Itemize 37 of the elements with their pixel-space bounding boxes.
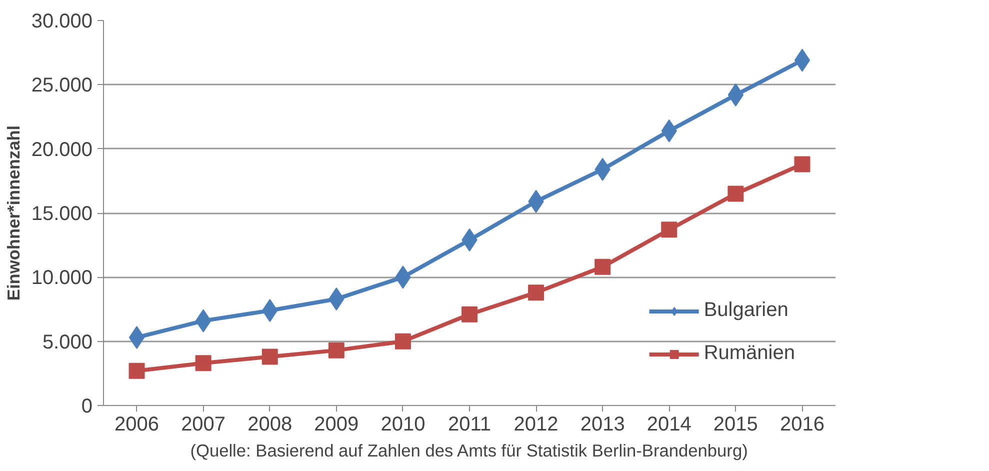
x-tick-label: 2012 [514, 414, 558, 436]
x-tick-label: 2010 [380, 414, 426, 436]
point [128, 362, 145, 379]
y-tick-label: 5.000 [42, 331, 93, 354]
point [728, 83, 744, 106]
x-tick-label: 2006 [114, 414, 160, 436]
x-tick-label: 2014 [646, 414, 692, 436]
y-axis-title: Einwohner*innenzahl [3, 125, 24, 301]
x-tick-label: 2008 [248, 414, 292, 436]
text: (Quelle: Basierend auf Zahlen des Amts für Statistik Berlin-Brandenburg) [190, 440, 748, 460]
point [661, 222, 678, 238]
legend-label: Bulgarien [704, 299, 788, 322]
point [594, 258, 611, 275]
y-tick-label: 25.000 [31, 74, 92, 97]
y-tick-label: 30.000 [31, 10, 92, 32]
x-tick-label: 2013 [580, 414, 625, 436]
x-tick-label: 2009 [314, 414, 359, 436]
point [794, 156, 810, 172]
point [528, 284, 544, 301]
x-tick-label: 2011 [448, 414, 492, 436]
point [195, 309, 212, 332]
y-tick-label: 10.000 [31, 267, 92, 290]
y-tick-label: 15.000 [31, 203, 92, 225]
x-tick-label: 2016 [780, 414, 824, 436]
point [394, 333, 411, 350]
point [128, 326, 145, 349]
legend-label: Rumänien [704, 342, 795, 365]
point [462, 306, 478, 322]
point [794, 48, 810, 72]
x-tick-label: 2015 [713, 414, 758, 436]
y-tick-label: 20.000 [31, 138, 92, 161]
point [728, 186, 744, 202]
point [195, 355, 212, 372]
point [328, 342, 344, 358]
x-tick-label: 2007 [181, 414, 226, 436]
y-tick-label: 0 [81, 396, 92, 418]
point [262, 348, 278, 365]
